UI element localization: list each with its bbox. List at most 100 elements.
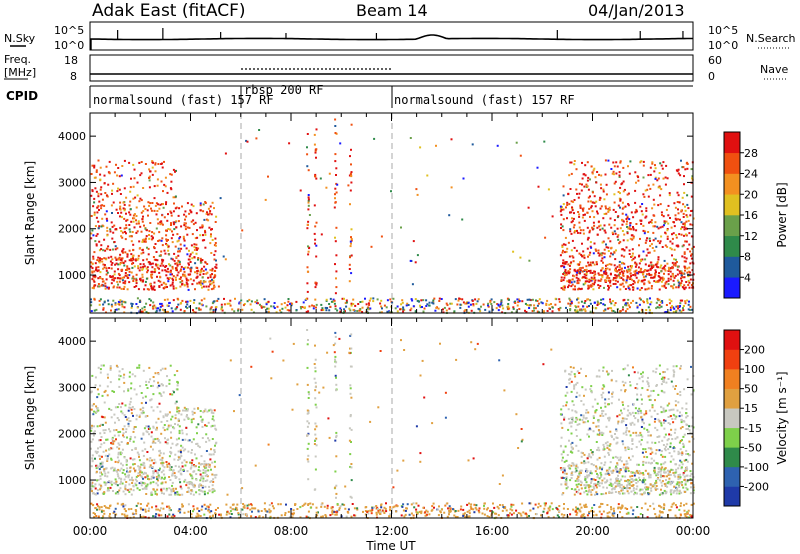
echo-cell (585, 505, 588, 508)
echo-cell (651, 247, 654, 249)
echo-cell (220, 303, 223, 306)
noise-panel-frame (89, 21, 694, 51)
echo-cell (589, 310, 592, 313)
echo-cell (214, 237, 217, 240)
echo-cell (591, 172, 594, 175)
echo-cell (588, 280, 591, 283)
echo-cell (664, 467, 667, 470)
echo-cell (121, 165, 124, 167)
echo-cell (563, 266, 566, 269)
echo-cell (151, 466, 154, 468)
echo-cell (373, 506, 376, 509)
echo-cell (668, 298, 671, 301)
echo-cell (125, 463, 128, 466)
echo-cell (118, 256, 121, 259)
echo-cell (106, 219, 109, 222)
echo-cell (417, 504, 420, 507)
echo-cell (538, 311, 541, 314)
echo-cell (205, 272, 208, 275)
echo-cell (597, 252, 600, 255)
echo-cell (135, 215, 138, 217)
echo-cell (225, 503, 228, 506)
echo-cell (145, 425, 148, 428)
echo-cell (207, 437, 209, 440)
echo-cell (657, 240, 660, 243)
echo-cell (354, 514, 357, 517)
echo-cell (96, 492, 99, 495)
echo-cell (579, 510, 582, 513)
echo-cell (603, 286, 605, 289)
echo-cell (158, 207, 161, 210)
echo-cell (593, 276, 596, 279)
echo-cell (567, 284, 570, 287)
echo-cell (644, 230, 647, 233)
echo-cell (632, 509, 635, 512)
echo-cell (203, 239, 206, 242)
colorbar-tick-label: 16 (744, 209, 758, 222)
echo-cell (683, 260, 686, 263)
echo-cell (618, 174, 621, 177)
echo-cell (632, 487, 635, 490)
echo-cell (682, 216, 685, 218)
echo-cell (676, 191, 679, 194)
echo-cell (190, 441, 193, 444)
echo-cell (589, 263, 592, 266)
echo-cell (158, 285, 161, 288)
echo-cell (150, 276, 153, 279)
echo-cell (231, 503, 234, 506)
echo-cell (162, 190, 164, 193)
echo-cell (364, 297, 366, 300)
echo-cell (547, 507, 550, 510)
echo-cell (581, 515, 584, 518)
echo-cell (114, 507, 117, 510)
echo-cell (135, 480, 138, 483)
echo-cell (652, 231, 655, 234)
echo-cell (176, 406, 179, 409)
echo-cell (496, 144, 499, 147)
echo-cell (171, 310, 174, 313)
echo-cell (608, 263, 611, 266)
echo-cell (200, 269, 202, 272)
echo-cell (626, 216, 629, 219)
echo-cell (213, 474, 216, 477)
echo-cell (169, 466, 172, 469)
echo-cell (185, 461, 188, 464)
echo-cell (281, 307, 284, 310)
echo-cell (334, 307, 337, 310)
echo-cell (341, 503, 344, 506)
echo-cell (585, 265, 588, 268)
echo-cell (194, 221, 197, 224)
echo-cell (166, 191, 169, 194)
echo-cell (167, 280, 170, 283)
echo-cell (265, 310, 268, 313)
echo-cell (204, 507, 207, 510)
echo-cell (128, 375, 131, 378)
echo-cell (98, 508, 101, 511)
echo-cell (577, 277, 580, 280)
echo-cell (500, 301, 503, 304)
echo-cell (115, 438, 117, 441)
echo-cell (186, 481, 189, 484)
echo-cell (586, 185, 589, 188)
echo-cell (125, 219, 128, 222)
echo-cell (386, 299, 389, 302)
echo-cell (649, 187, 652, 190)
echo-cell (123, 478, 126, 481)
echo-cell (614, 274, 617, 277)
echo-cell (150, 238, 153, 241)
echo-cell (335, 174, 337, 176)
echo-cell (576, 192, 578, 195)
echo-cell (650, 301, 653, 304)
echo-cell (608, 223, 611, 226)
echo-cell (169, 479, 172, 481)
echo-cell (150, 491, 153, 494)
echo-cell (569, 211, 571, 214)
echo-cell (90, 390, 93, 393)
echo-cell (681, 255, 684, 258)
echo-cell (191, 459, 194, 462)
echo-cell (134, 478, 137, 481)
echo-cell (153, 185, 156, 188)
echo-cell (101, 461, 104, 464)
echo-cell (99, 277, 102, 280)
echo-cell (100, 225, 103, 228)
